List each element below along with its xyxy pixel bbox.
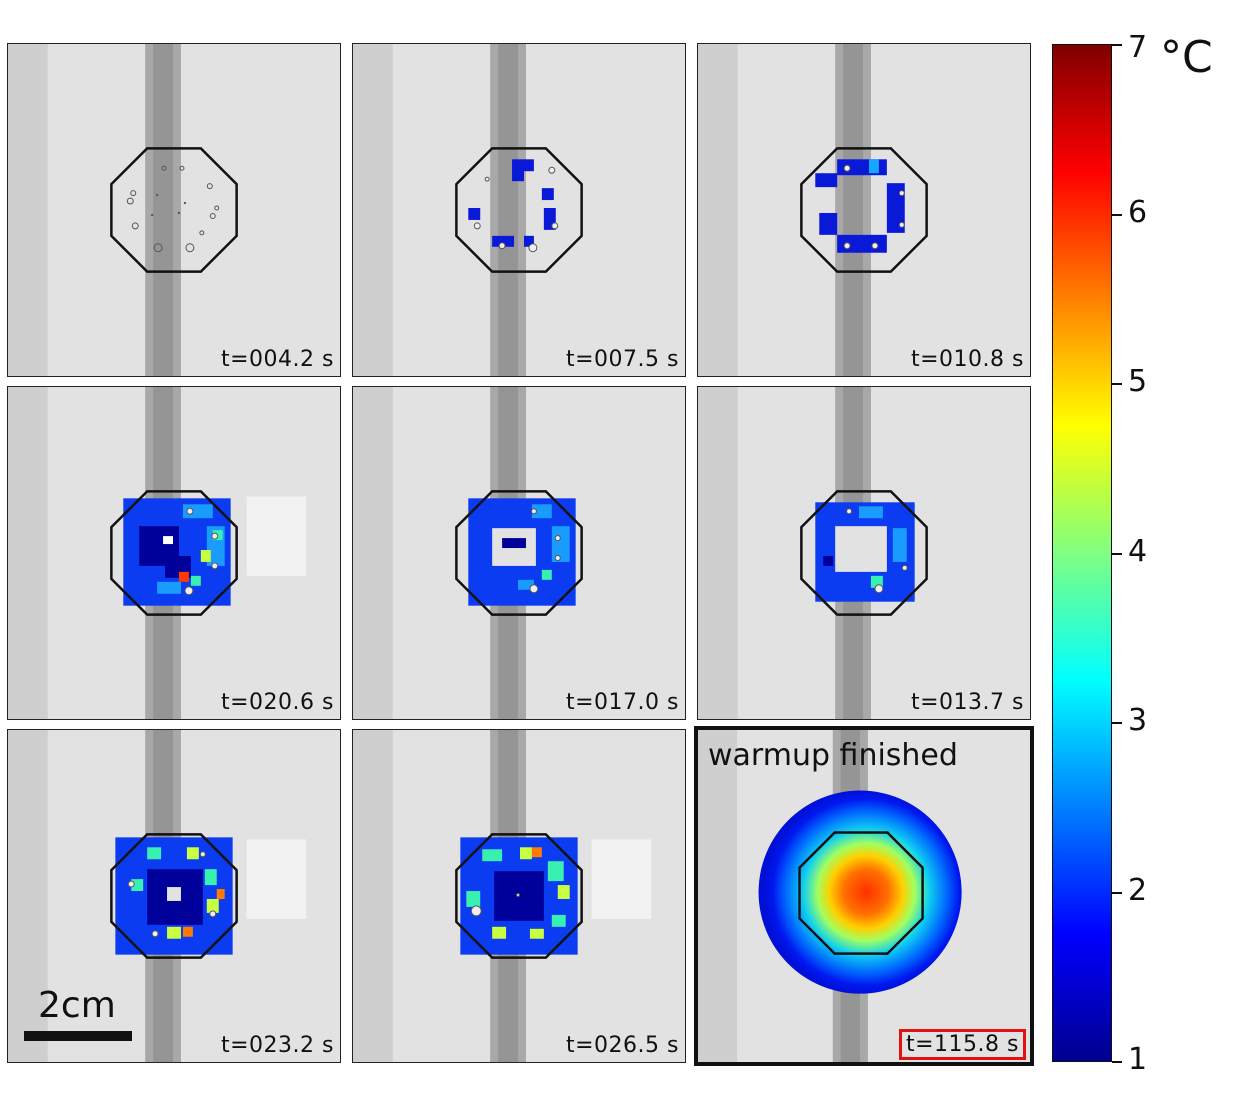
panel-8: t=026.5 s [352,729,686,1063]
time-label: t=017.0 s [566,690,679,715]
colorbar-tick-label: 3 [1128,703,1148,738]
panel-6: t=013.7 s [697,386,1031,720]
colorbar-tick-label: 1 [1128,1042,1148,1077]
time-label: t=023.2 s [221,1033,334,1058]
colorbar-tick [1112,44,1122,46]
panel-2: t=007.5 s [352,43,686,377]
panel-9-warmup-finished: warmup finished t=115.8 s [694,726,1034,1066]
panel-1: t=004.2 s [7,43,341,377]
panel-7: t=023.2 s [7,729,341,1063]
thermal-image [353,730,685,1062]
thermal-image [8,44,340,376]
colorbar-tick [1112,383,1122,385]
thermal-image [698,730,1030,1062]
colorbar-tick [1112,553,1122,555]
panel-4: t=020.6 s [7,386,341,720]
time-label: t=026.5 s [566,1033,679,1058]
time-label: t=004.2 s [221,347,334,372]
thermal-image [698,387,1030,719]
colorbar-tick-label: 7 [1128,30,1148,65]
time-label: t=010.8 s [911,347,1024,372]
colorbar-tick [1112,214,1122,216]
colorbar-tick-label: 4 [1128,534,1148,569]
colorbar-tick [1112,892,1122,894]
thermal-image [353,44,685,376]
panel-title: warmup finished [708,738,958,773]
thermal-image [8,387,340,719]
time-label: t=020.6 s [221,690,334,715]
colorbar-unit: °C [1160,32,1213,83]
colorbar-tick-label: 2 [1128,873,1148,908]
thermal-image [353,387,685,719]
time-label: t=013.7 s [911,690,1024,715]
scale-bar [24,1031,132,1041]
panel-3: t=010.8 s [697,43,1031,377]
time-label: t=007.5 s [566,347,679,372]
thermal-image [698,44,1030,376]
thermal-image [8,730,340,1062]
colorbar-tick-label: 6 [1128,195,1148,230]
colorbar-tick-label: 5 [1128,364,1148,399]
panel-5: t=017.0 s [352,386,686,720]
colorbar [1052,44,1112,1062]
scale-bar-label: 2cm [38,985,116,1026]
time-label-highlighted: t=115.8 s [899,1029,1026,1060]
colorbar-tick [1112,722,1122,724]
colorbar-tick [1112,1061,1122,1063]
